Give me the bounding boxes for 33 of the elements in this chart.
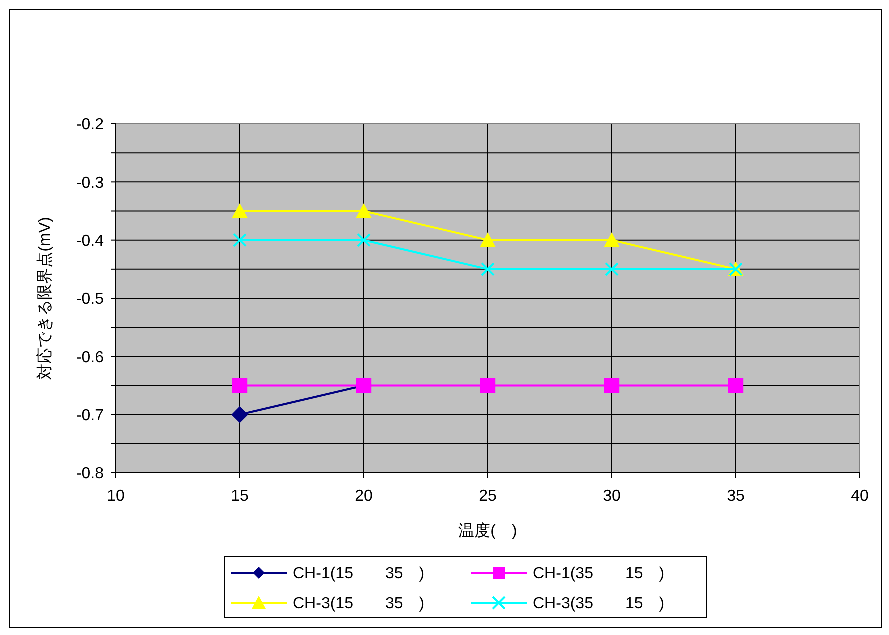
point [480, 232, 496, 248]
x-tick-label: 15 [231, 488, 249, 505]
legend-label: CH-1(35 15 ) [533, 566, 665, 583]
x-tick-label: 30 [603, 488, 621, 505]
x-axis-title: 温度( ) [458, 522, 518, 540]
y-tick-label: -0.2 [76, 116, 104, 134]
y-tick-label: -0.8 [76, 466, 104, 483]
y-tick-label: -0.4 [76, 232, 104, 250]
legend-label: CH-3(15 35 ) [293, 596, 425, 613]
legend-label: CH-1(15 35 ) [293, 566, 425, 583]
y-tick-label: -0.6 [76, 349, 104, 366]
legend-label: CH-3(35 15 ) [533, 596, 665, 613]
x-tick-label: 10 [107, 488, 125, 505]
point [357, 233, 371, 248]
y-tick-label: -0.5 [76, 291, 104, 308]
point [604, 232, 620, 248]
point [480, 378, 496, 394]
x-tick-label: 35 [727, 488, 745, 505]
y-axis-title: 対応できる限界点(mV) [36, 217, 54, 380]
point [356, 203, 372, 218]
point [233, 233, 247, 248]
point [232, 203, 248, 218]
point [481, 262, 495, 276]
y-tick-label: -0.3 [76, 174, 104, 192]
point [605, 262, 619, 276]
point [604, 378, 620, 394]
y-tick-label: -0.7 [76, 407, 104, 424]
x-tick-label: 25 [479, 488, 497, 505]
x-tick-label: 20 [355, 488, 373, 505]
point [232, 378, 248, 394]
point [728, 378, 744, 394]
x-tick-label: 40 [851, 488, 869, 505]
point [232, 406, 248, 424]
